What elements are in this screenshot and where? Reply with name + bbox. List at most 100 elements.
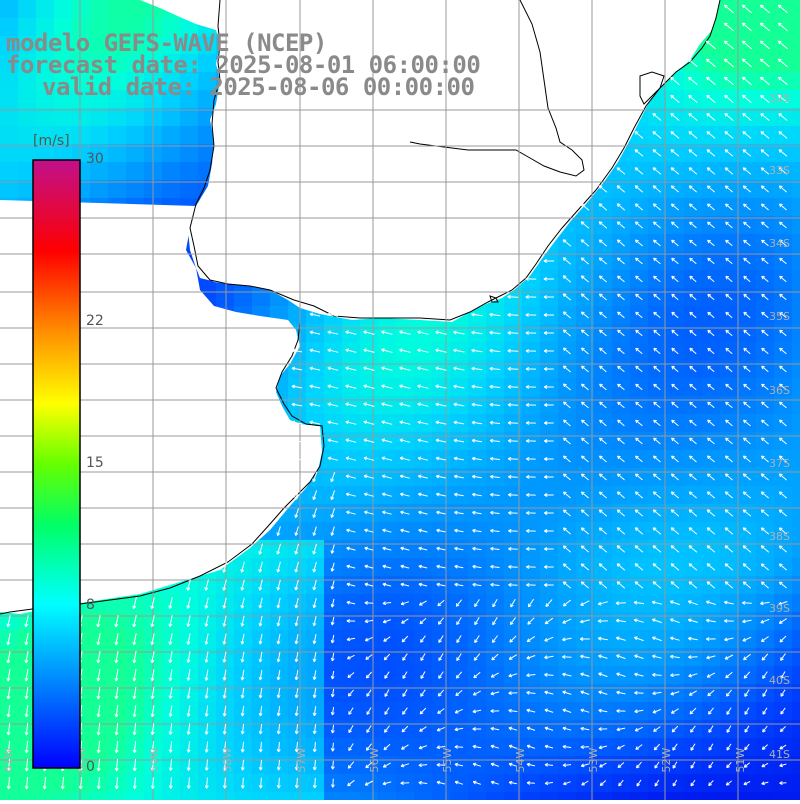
field-cell: [360, 774, 379, 793]
field-cell: [306, 594, 325, 613]
field-cell: [90, 684, 109, 703]
field-cell: [342, 720, 361, 739]
field-cell: [792, 306, 800, 325]
field-cell: [126, 738, 145, 757]
field-cell: [792, 108, 800, 127]
field-cell: [504, 612, 523, 631]
field-cell: [72, 792, 91, 800]
field-cell: [252, 720, 271, 739]
lat-label: 36S: [769, 384, 790, 397]
field-cell: [252, 288, 271, 307]
field-cell: [342, 792, 361, 800]
field-cell: [108, 126, 127, 145]
field-cell: [90, 774, 109, 793]
field-cell: [720, 720, 739, 739]
field-cell: [522, 792, 541, 800]
field-cell: [126, 144, 145, 163]
field-cell: [342, 630, 361, 649]
field-cell: [108, 756, 127, 775]
field-cell: [198, 720, 217, 739]
field-cell: [324, 666, 343, 685]
field-cell: [234, 630, 253, 649]
field-cell: [792, 342, 800, 361]
field-cell: [252, 774, 271, 793]
field-cell: [792, 234, 800, 253]
field-cell: [270, 756, 289, 775]
field-cell: [234, 684, 253, 703]
field-cell: [468, 702, 487, 721]
field-cell: [504, 594, 523, 613]
field-cell: [198, 792, 217, 800]
field-cell: [36, 792, 55, 800]
field-cell: [396, 666, 415, 685]
field-cell: [288, 684, 307, 703]
field-cell: [234, 774, 253, 793]
field-cell: [414, 720, 433, 739]
field-cell: [360, 648, 379, 667]
field-cell: [90, 720, 109, 739]
field-cell: [0, 108, 19, 127]
field-cell: [270, 612, 289, 631]
field-cell: [792, 774, 800, 793]
field-cell: [342, 648, 361, 667]
field-cell: [756, 648, 775, 667]
field-cell: [648, 792, 667, 800]
field-cell: [792, 738, 800, 757]
field-cell: [306, 630, 325, 649]
field-cell: [324, 756, 343, 775]
field-cell: [720, 702, 739, 721]
field-cell: [162, 702, 181, 721]
field-cell: [90, 108, 109, 127]
field-cell: [324, 774, 343, 793]
field-cell: [270, 540, 289, 559]
field-cell: [252, 612, 271, 631]
field-cell: [792, 612, 800, 631]
field-cell: [720, 774, 739, 793]
lat-label: 38S: [769, 530, 790, 543]
field-cell: [252, 594, 271, 613]
field-cell: [324, 504, 343, 523]
field-cell: [0, 180, 19, 199]
field-cell: [306, 774, 325, 793]
field-cell: [396, 792, 415, 800]
field-cell: [792, 324, 800, 343]
field-cell: [468, 648, 487, 667]
field-cell: [198, 774, 217, 793]
field-cell: [522, 594, 541, 613]
field-cell: [180, 594, 199, 613]
field-cell: [198, 756, 217, 775]
field-cell: [666, 792, 685, 800]
field-cell: [792, 468, 800, 487]
field-cell: [270, 684, 289, 703]
field-cell: [486, 594, 505, 613]
colorbar-tick-label: 15: [86, 455, 104, 471]
field-cell: [180, 612, 199, 631]
field-cell: [234, 756, 253, 775]
field-cell: [630, 702, 649, 721]
field-cell: [432, 612, 451, 631]
field-cell: [378, 702, 397, 721]
field-cell: [792, 396, 800, 415]
field-cell: [162, 594, 181, 613]
field-cell: [468, 612, 487, 631]
field-cell: [486, 648, 505, 667]
field-cell: [738, 702, 757, 721]
field-cell: [630, 720, 649, 739]
field-cell: [0, 90, 19, 109]
field-cell: [90, 0, 109, 19]
field-cell: [108, 774, 127, 793]
field-cell: [414, 630, 433, 649]
field-cell: [18, 774, 37, 793]
field-cell: [468, 630, 487, 649]
field-cell: [234, 594, 253, 613]
field-cell: [162, 180, 181, 199]
field-cell: [198, 576, 217, 595]
field-cell: [522, 648, 541, 667]
field-cell: [792, 360, 800, 379]
field-cell: [0, 666, 19, 685]
field-cell: [450, 720, 469, 739]
field-cell: [774, 774, 793, 793]
field-cell: [126, 648, 145, 667]
field-cell: [270, 666, 289, 685]
field-cell: [792, 522, 800, 541]
